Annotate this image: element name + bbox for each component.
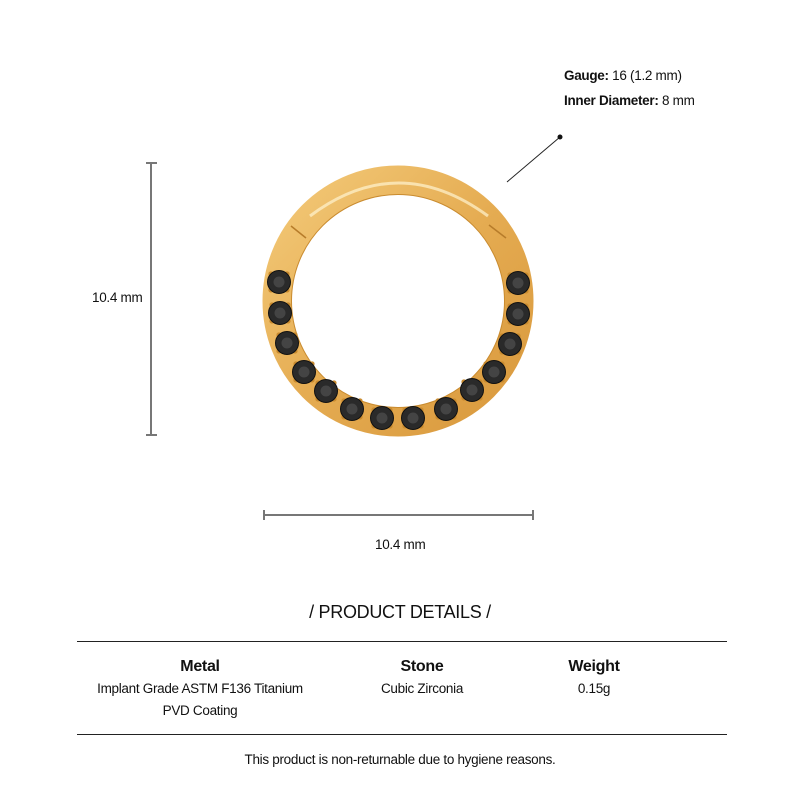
stone [370,406,394,430]
height-dimension-label: 10.4 mm [92,290,143,305]
inner-diameter-spec: Inner Diameter: 8 mm [564,93,695,108]
ring-product-image [262,165,534,437]
stone [506,302,530,326]
stone-heading: Stone [400,658,444,675]
product-details-title: / PRODUCT DETAILS / [309,602,491,622]
stone-value: Cubic Zirconia [380,681,464,696]
stone [275,331,299,355]
weight-heading: Weight [568,658,620,675]
inner-diameter-label: Inner Diameter: [564,93,659,108]
stone [482,360,506,384]
stone [506,271,530,295]
metal-column: Metal Implant Grade ASTM F136 Titanium P… [80,656,320,722]
gauge-value: 16 (1.2 mm) [608,68,682,83]
gauge-label: Gauge: [564,68,609,83]
bottom-divider [77,734,727,735]
weight-column: Weight 0.15g [474,656,714,700]
top-divider [77,641,727,642]
gauge-spec: Gauge: 16 (1.2 mm) [564,68,682,83]
height-dimension-line [146,162,157,436]
stone [314,379,338,403]
width-dimension-line [263,510,534,520]
stone [434,397,458,421]
stone [268,301,292,325]
stone [498,332,522,356]
stone [401,406,425,430]
metal-value-line: PVD Coating [162,703,238,718]
metal-value-line: Implant Grade ASTM F136 Titanium [97,681,303,696]
pointer-dot [557,134,563,140]
stone-column: Stone Cubic Zirconia [302,656,542,700]
inner-diameter-value: 8 mm [658,93,695,108]
width-dimension-label: 10.4 mm [375,537,426,552]
weight-value: 0.15g [577,681,611,696]
stone [292,360,316,384]
stone [340,397,364,421]
pointer-line [506,136,561,183]
stone [267,270,291,294]
return-policy-note: This product is non-returnable due to hy… [244,752,556,767]
metal-heading: Metal [180,658,220,675]
stone [460,378,484,402]
